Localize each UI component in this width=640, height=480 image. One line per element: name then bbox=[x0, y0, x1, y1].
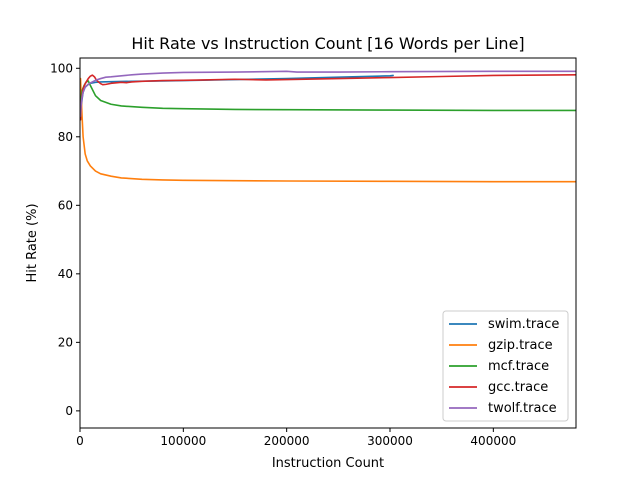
x-axis: 0 100000 200000 300000 400000 bbox=[76, 428, 516, 448]
chart-title: Hit Rate vs Instruction Count [16 Words … bbox=[131, 34, 524, 53]
legend-label: mcf.trace bbox=[488, 359, 549, 374]
y-tick-label: 20 bbox=[58, 335, 73, 349]
legend-box bbox=[442, 310, 569, 422]
y-tick-label: 0 bbox=[65, 404, 73, 418]
plot-frame bbox=[79, 57, 577, 429]
y-axis: 0 20 40 60 80 100 bbox=[50, 61, 80, 418]
series-line-gzip-trace bbox=[80, 77, 576, 183]
x-tick-label: 400000 bbox=[470, 434, 516, 448]
legend: swim.trace gzip.trace mcf.trace gcc.trace tw… bbox=[442, 310, 569, 422]
x-tick-label: 0 bbox=[76, 434, 84, 448]
series-line-mcf-trace bbox=[80, 80, 576, 112]
series-line-gcc-trace bbox=[80, 73, 576, 121]
x-axis-label: Instruction Count bbox=[272, 456, 384, 471]
x-tick-label: 300000 bbox=[367, 434, 413, 448]
legend-label: gzip.trace bbox=[488, 338, 553, 353]
legend-label: twolf.trace bbox=[488, 401, 557, 416]
y-tick-label: 100 bbox=[50, 61, 73, 75]
y-axis-label: Hit Rate (%) bbox=[25, 203, 40, 282]
y-tick-label: 80 bbox=[58, 130, 73, 144]
y-tick-label: 60 bbox=[58, 198, 73, 212]
y-tick-label: 40 bbox=[58, 267, 73, 281]
legend-label: gcc.trace bbox=[488, 380, 548, 395]
legend-label: swim.trace bbox=[488, 317, 559, 332]
x-tick-label: 200000 bbox=[264, 434, 310, 448]
series-line-twolf-trace bbox=[80, 70, 576, 118]
plot-area bbox=[79, 57, 577, 429]
series-layer bbox=[80, 70, 576, 183]
x-tick-label: 100000 bbox=[160, 434, 206, 448]
